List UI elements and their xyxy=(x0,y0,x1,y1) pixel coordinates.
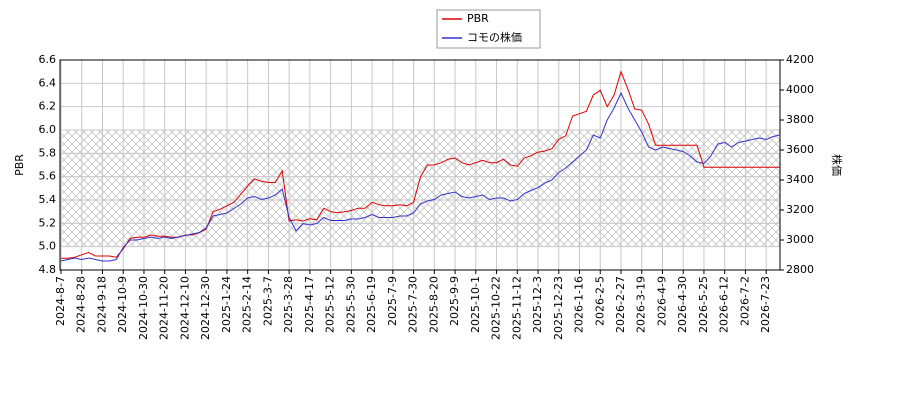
legend: PBR コモの株価 xyxy=(436,9,541,49)
x-tick-label: 2024-10-9 xyxy=(116,276,129,333)
y2-tick-label: 4200 xyxy=(786,53,814,66)
x-tick-label: 2025-10-22 xyxy=(490,276,503,340)
x-tick-label: 2025-11-12 xyxy=(510,276,523,340)
x-tick-label: 2025-6-19 xyxy=(365,276,378,333)
x-tick-label: 2024-12-30 xyxy=(199,276,212,340)
hatch-band xyxy=(61,130,780,247)
y-tick-label: 5.6 xyxy=(39,170,57,183)
y-tick-label: 5.8 xyxy=(39,146,57,159)
y-tick-label: 6.0 xyxy=(39,123,57,136)
x-tick-label: 2025-7-9 xyxy=(386,276,399,326)
y2-axis-label: 株価 xyxy=(830,154,844,176)
y-tick-label: 5.2 xyxy=(39,216,57,229)
x-tick-label: 2026-5-25 xyxy=(697,276,710,333)
x-tick-label: 2025-8-20 xyxy=(427,276,440,333)
x-tick-label: 2026-6-12 xyxy=(718,276,731,333)
y2-tick-label: 4000 xyxy=(786,83,814,96)
x-tick-label: 2026-4-9 xyxy=(655,276,668,326)
legend-label: PBR xyxy=(467,12,489,25)
y2-tick-label: 3400 xyxy=(786,173,814,186)
y2-tick-label: 3000 xyxy=(786,233,814,246)
legend-box xyxy=(436,9,541,49)
y-tick-label: 6.4 xyxy=(39,76,57,89)
x-tick-label: 2025-5-30 xyxy=(344,276,357,333)
x-tick-label: 2026-7-2 xyxy=(738,276,751,326)
y-axis-label: PBR xyxy=(13,154,26,176)
x-tick-label: 2026-3-19 xyxy=(635,276,648,333)
x-tick-label: 2024-8-28 xyxy=(75,276,88,333)
x-tick-label: 2025-3-7 xyxy=(261,276,274,326)
x-tick-label: 2025-10-1 xyxy=(469,276,482,333)
y-tick-label: 5.4 xyxy=(39,193,57,206)
y-tick-label: 4.8 xyxy=(39,263,57,276)
y-tick-label: 5.0 xyxy=(39,240,57,253)
series-line xyxy=(60,91,781,262)
y2-tick-label: 3800 xyxy=(786,113,814,126)
y2-tick-label: 2800 xyxy=(786,263,814,276)
x-tick-label: 2026-2-5 xyxy=(593,276,606,326)
x-tick-label: 2026-1-16 xyxy=(573,276,586,333)
x-tick-label: 2025-7-30 xyxy=(407,276,420,333)
x-tick-label: 2025-5-12 xyxy=(324,276,337,333)
x-tick-label: 2025-4-17 xyxy=(303,276,316,333)
x-tick-label: 2025-12-3 xyxy=(531,276,544,333)
x-tick-label: 2025-12-23 xyxy=(552,276,565,340)
y-tick-label: 6.6 xyxy=(39,53,57,66)
x-tick-label: 2026-7-23 xyxy=(759,276,772,333)
y-tick-label: 6.2 xyxy=(39,100,57,113)
plot-frame xyxy=(59,59,781,271)
x-tick-label: 2024-9-18 xyxy=(95,276,108,333)
x-tick-label: 2025-2-14 xyxy=(241,276,254,333)
y2-tick-label: 3200 xyxy=(786,203,814,216)
x-tick-label: 2025-9-9 xyxy=(448,276,461,326)
x-tick-label: 2025-3-28 xyxy=(282,276,295,333)
x-tick-label: 2026-2-27 xyxy=(614,276,627,333)
x-tick-label: 2024-11-20 xyxy=(158,276,171,340)
legend-label: コモの株価 xyxy=(467,30,522,44)
x-tick-label: 2024-10-30 xyxy=(137,276,150,340)
x-tick-label: 2024-8-7 xyxy=(54,276,67,326)
x-tick-label: 2025-1-24 xyxy=(220,276,233,333)
x-tick-label: 2024-12-10 xyxy=(178,276,191,340)
x-tick-label: 2026-4-30 xyxy=(676,276,689,333)
y2-tick-label: 3600 xyxy=(786,143,814,156)
